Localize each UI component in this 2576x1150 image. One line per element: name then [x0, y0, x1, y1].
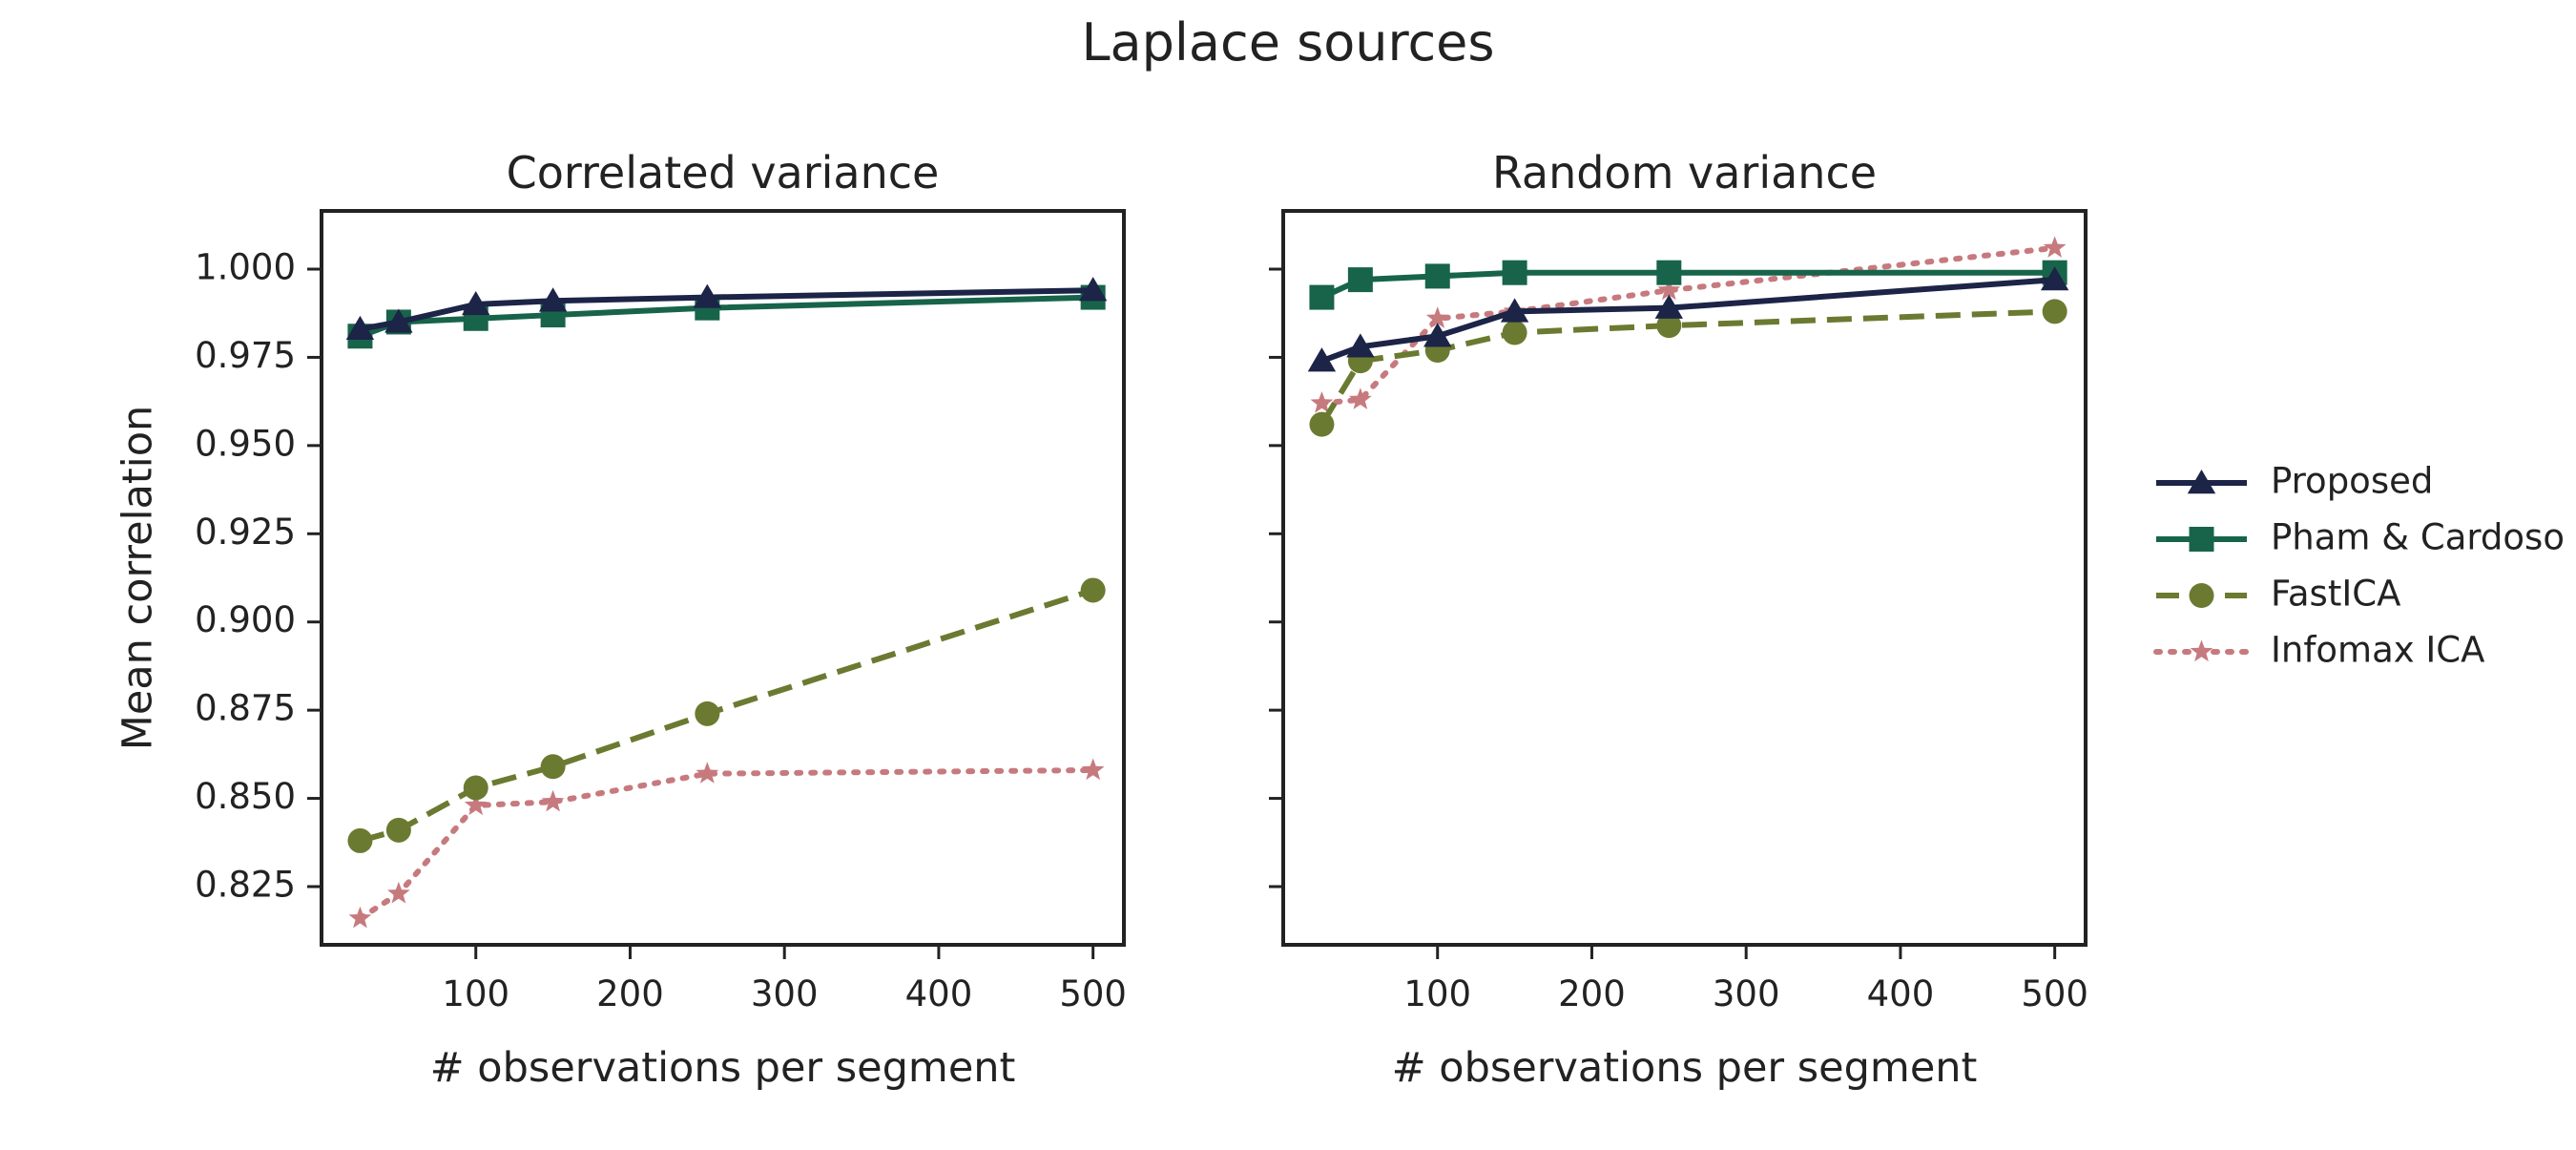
panel-title: Correlated variance — [507, 147, 940, 199]
y-tick-label: 0.900 — [195, 599, 296, 640]
series-line — [357, 766, 1096, 922]
x-tick-label: 400 — [1867, 973, 1935, 1014]
y-tick-label: 0.825 — [195, 864, 296, 905]
x-tick-label: 300 — [1713, 973, 1780, 1014]
y-tick-label: 0.950 — [195, 423, 296, 464]
data-point — [1423, 323, 1452, 347]
data-point — [2040, 266, 2069, 291]
plot-frame — [1281, 209, 2088, 947]
legend-marker — [2190, 639, 2213, 662]
data-point — [1309, 411, 1335, 437]
legend-marker — [2189, 527, 2214, 552]
legend-entry-pham-cardoso: Pham & Cardoso — [2156, 517, 2565, 558]
series-line — [359, 587, 1094, 844]
legend-marker — [2189, 583, 2214, 608]
x-tick-label: 300 — [751, 973, 819, 1014]
series-line — [1319, 244, 2058, 407]
x-tick-label: 500 — [2021, 973, 2088, 1014]
data-point — [1500, 298, 1529, 323]
legend-label: FastICA — [2271, 574, 2400, 615]
legend-entry-infomax-ica: Infomax ICA — [2153, 630, 2484, 671]
x-tick-label: 100 — [442, 973, 509, 1014]
panel-1: Correlated variance # observations per se… — [114, 147, 1127, 1092]
y-tick-label: 0.875 — [195, 688, 296, 729]
y-tick-label: 0.925 — [195, 512, 296, 553]
x-tick-label: 200 — [596, 973, 664, 1014]
data-point — [347, 827, 373, 853]
legend-marker — [2187, 470, 2216, 494]
figure-suptitle: Laplace sources — [1081, 12, 1494, 73]
series-line — [1319, 308, 2055, 427]
series-fastica — [1309, 299, 2067, 437]
data-point — [1310, 390, 1334, 413]
data-point — [345, 315, 375, 341]
data-point — [693, 283, 722, 308]
series-fastica — [347, 577, 1106, 853]
legend-label: Pham & Cardoso — [2271, 517, 2565, 558]
plot-frame — [320, 209, 1126, 947]
x-tick-label: 400 — [905, 973, 973, 1014]
x-axis-label: # observations per segment — [1392, 1044, 1978, 1092]
plot-area — [1307, 236, 2069, 437]
data-point — [1346, 333, 1375, 358]
data-point — [348, 906, 372, 929]
x-tick-label: 500 — [1059, 973, 1127, 1014]
data-point — [1656, 260, 1682, 285]
series-infomax-ica — [348, 758, 1105, 929]
x-tick-label: 100 — [1403, 973, 1471, 1014]
panels: Correlated variance # observations per se… — [114, 147, 2088, 1092]
data-point — [695, 700, 720, 726]
x-tick-label: 200 — [1558, 973, 1626, 1014]
data-point — [1657, 278, 1681, 301]
data-point — [1347, 267, 1373, 293]
plot-area — [345, 277, 1108, 929]
data-point — [1654, 294, 1684, 319]
x-axis-label: # observations per segment — [430, 1044, 1016, 1092]
data-point — [1425, 306, 1449, 328]
legend-entry-proposed: Proposed — [2156, 461, 2433, 502]
data-point — [464, 793, 488, 816]
y-axis-label: Mean correlation — [114, 406, 162, 751]
legend-entry-fastica: FastICA — [2156, 574, 2400, 615]
panel-title: Random variance — [1492, 147, 1877, 199]
panel-2: Random variance # observations per segmen… — [1269, 147, 2088, 1092]
data-point — [540, 754, 566, 780]
data-point — [1080, 577, 1106, 603]
legend: Proposed Pham & Cardoso FastICA Infomax ICA — [2153, 461, 2565, 671]
legend-label: Proposed — [2271, 461, 2433, 502]
data-point — [1502, 260, 1527, 285]
data-point — [385, 817, 411, 843]
data-point — [696, 762, 719, 784]
data-point — [462, 290, 490, 316]
data-point — [1078, 277, 1108, 302]
data-point — [1424, 263, 1450, 289]
y-tick-label: 1.000 — [195, 247, 296, 288]
data-point — [541, 789, 565, 812]
series-proposed — [1307, 266, 2069, 372]
data-point — [1309, 284, 1335, 310]
data-point — [1502, 320, 1527, 345]
data-point — [1348, 387, 1372, 409]
data-point — [2042, 299, 2067, 324]
y-tick-label: 0.975 — [195, 335, 296, 376]
data-point — [386, 881, 410, 904]
data-point — [1307, 347, 1337, 372]
series-proposed — [345, 277, 1108, 341]
data-point — [1081, 758, 1105, 781]
data-point — [538, 287, 568, 312]
series-pham-cardoso — [1309, 260, 2067, 310]
legend-label: Infomax ICA — [2271, 630, 2484, 671]
data-point — [2043, 236, 2067, 258]
data-point — [463, 775, 488, 801]
data-point — [384, 308, 413, 333]
y-tick-label: 0.850 — [195, 776, 296, 817]
data-point — [1656, 313, 1682, 339]
